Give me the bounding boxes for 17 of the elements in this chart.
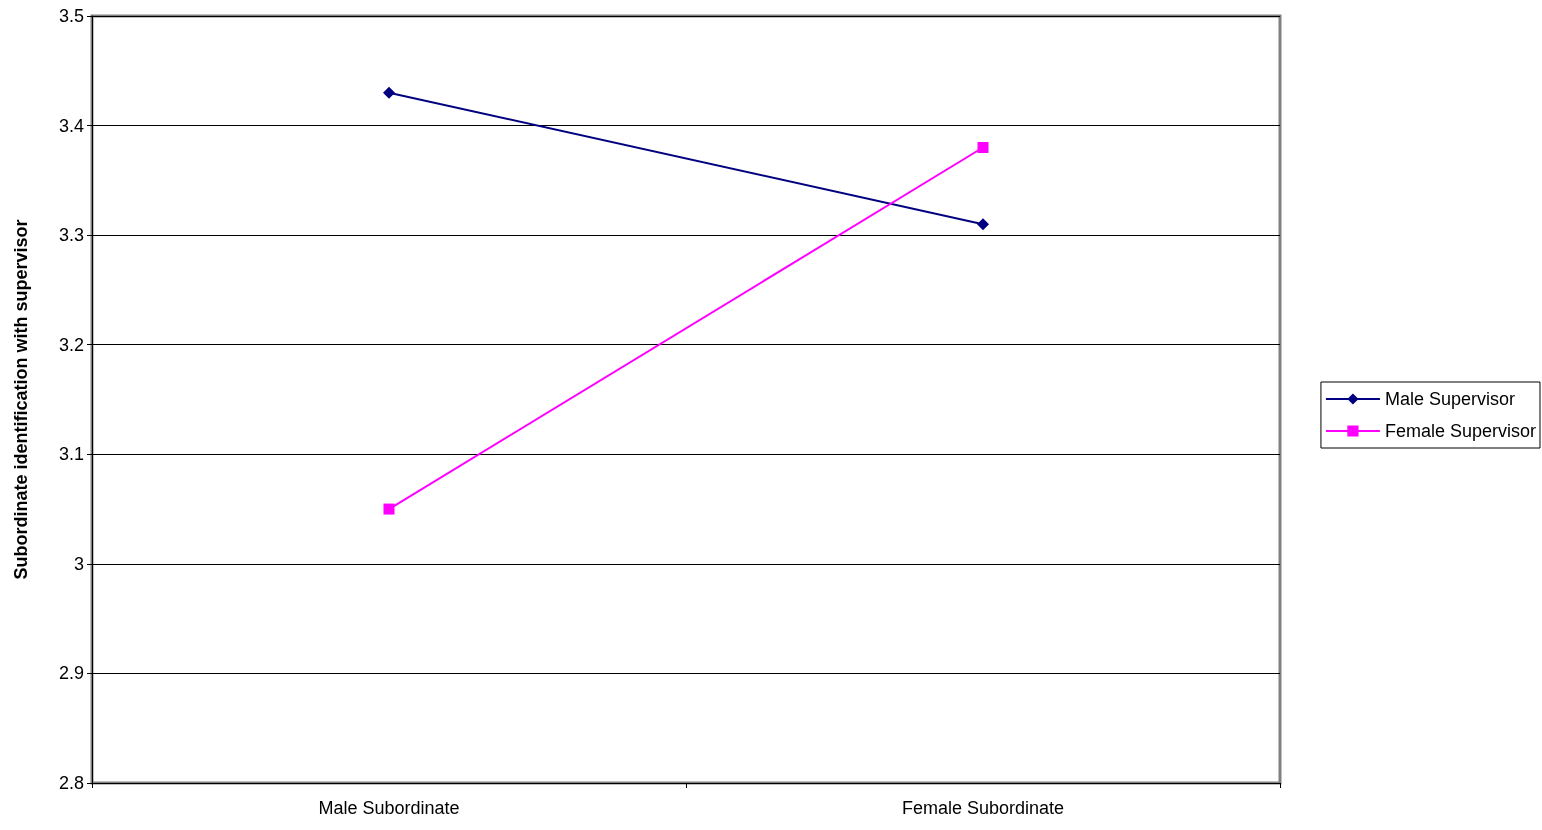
y-tick-label: 3.5 — [58, 6, 84, 26]
y-tick-label: 3.2 — [58, 334, 84, 355]
y-tick-label: 3.4 — [58, 115, 84, 136]
point — [977, 218, 989, 231]
point — [383, 503, 395, 515]
y-tick-label: 3 — [73, 553, 84, 574]
y-tick-label: 2.8 — [58, 773, 84, 793]
x-tick-label: Male Subordinate — [318, 798, 460, 818]
y-tick-label: 3.1 — [58, 444, 84, 465]
point — [383, 86, 395, 99]
y-tick-label: 3.3 — [58, 225, 84, 246]
x-tick-label: Female Subordinate — [901, 798, 1065, 818]
y-tick-label: 2.9 — [58, 663, 84, 684]
legend-label: Female Supervisor — [1384, 421, 1537, 441]
y-axis-title: Subordinate identification with supervisor — [11, 219, 31, 580]
point — [977, 141, 989, 153]
legend-label: Male Supervisor — [1384, 389, 1515, 409]
